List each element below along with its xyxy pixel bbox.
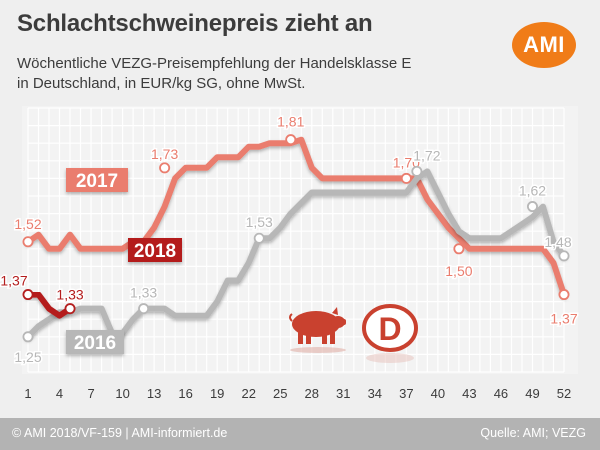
country-badge: D: [362, 304, 418, 363]
series-labels: 2017 2018 2016: [66, 168, 182, 354]
country-code: D: [378, 311, 401, 347]
data-point-2016: [22, 331, 34, 343]
data-point-2017: [453, 243, 465, 255]
data-point-2016: [526, 201, 538, 213]
copyright-text: © AMI 2018/VF-159 | AMI-informiert.de: [12, 426, 228, 440]
series-name-box-2017: [66, 168, 128, 192]
data-label-2017: 1,73: [151, 146, 178, 162]
x-tick-label: 1: [24, 386, 31, 401]
series-name-2016: 2016: [74, 333, 116, 354]
data-label-2016: 1,62: [519, 183, 546, 199]
data-label-2016: 1,72: [413, 147, 440, 163]
series-line-2017: [25, 136, 567, 298]
series-name-box-2016: [66, 330, 124, 354]
x-tick-label: 34: [368, 386, 382, 401]
data-point-2016: [138, 303, 150, 315]
data-label-2016: 1,25: [14, 349, 41, 365]
source-text: Quelle: AMI; VEZG: [480, 426, 586, 440]
footer-bar: © AMI 2018/VF-159 | AMI-informiert.de Qu…: [0, 418, 600, 450]
x-tick-label: 7: [87, 386, 94, 401]
data-label-2018: 1,33: [56, 287, 83, 303]
subtitle-line-1: Wöchentliche VEZG-Preisempfehlung der Ha…: [17, 55, 412, 72]
x-tick-label: 46: [494, 386, 508, 401]
data-label-2017: 1,81: [277, 114, 304, 130]
subtitle-line-2: in Deutschland, in EUR/kg SG, ohne MwSt.: [17, 75, 306, 92]
x-tick-label: 13: [147, 386, 161, 401]
x-tick-label: 25: [273, 386, 287, 401]
data-label-2017: 1,52: [14, 216, 41, 232]
data-point-2017: [159, 162, 171, 174]
data-point-2016: [558, 250, 570, 262]
data-label-2017: 1,37: [550, 311, 577, 327]
data-point-2017: [400, 172, 412, 184]
pig-icon: [289, 307, 346, 353]
data-point-2018: [22, 289, 34, 301]
data-label-2017: 1,50: [445, 263, 472, 279]
x-axis-ticks: 1 4 7 10 13 16 19 22 25 28 31 34 37 40 43 46 49 52: [24, 386, 571, 401]
data-label-2016: 1,33: [130, 285, 157, 301]
data-point-2017: [22, 236, 34, 248]
x-tick-label: 52: [557, 386, 571, 401]
x-tick-label: 31: [336, 386, 350, 401]
data-label-2018: 1,37: [0, 273, 27, 289]
page-title: Schlachtschweinepreis zieht an: [17, 10, 373, 37]
data-point-2018: [64, 303, 76, 315]
data-point-2016: [411, 165, 423, 177]
x-tick-label: 4: [56, 386, 63, 401]
data-point-2017: [558, 289, 570, 301]
data-label-2016: 1,48: [544, 234, 571, 250]
data-label-2016: 1,53: [246, 214, 273, 230]
series-name-2018: 2018: [134, 241, 176, 262]
data-point-2016: [253, 232, 265, 244]
ami-logo: AMI: [512, 22, 576, 68]
x-tick-label: 19: [210, 386, 224, 401]
series-name-2017: 2017: [76, 171, 118, 192]
x-tick-label: 16: [178, 386, 192, 401]
labeled-points: 1,521,731,811,701,501,371,251,331,531,72…: [0, 112, 579, 366]
line-chart: 1 4 7 10 13 16 19 22 25 28 31 34 37 40 43 46 49 52 1,52 1,…: [0, 106, 579, 401]
x-tick-label: 40: [431, 386, 445, 401]
x-tick-label: 43: [462, 386, 476, 401]
x-tick-label: 49: [525, 386, 539, 401]
series-name-box-2018: [128, 238, 182, 262]
x-tick-label: 10: [115, 386, 129, 401]
data-point-2017: [285, 134, 297, 146]
x-tick-label: 22: [241, 386, 255, 401]
series-line-2018: [25, 291, 73, 319]
x-tick-label: 28: [305, 386, 319, 401]
x-tick-label: 37: [399, 386, 413, 401]
